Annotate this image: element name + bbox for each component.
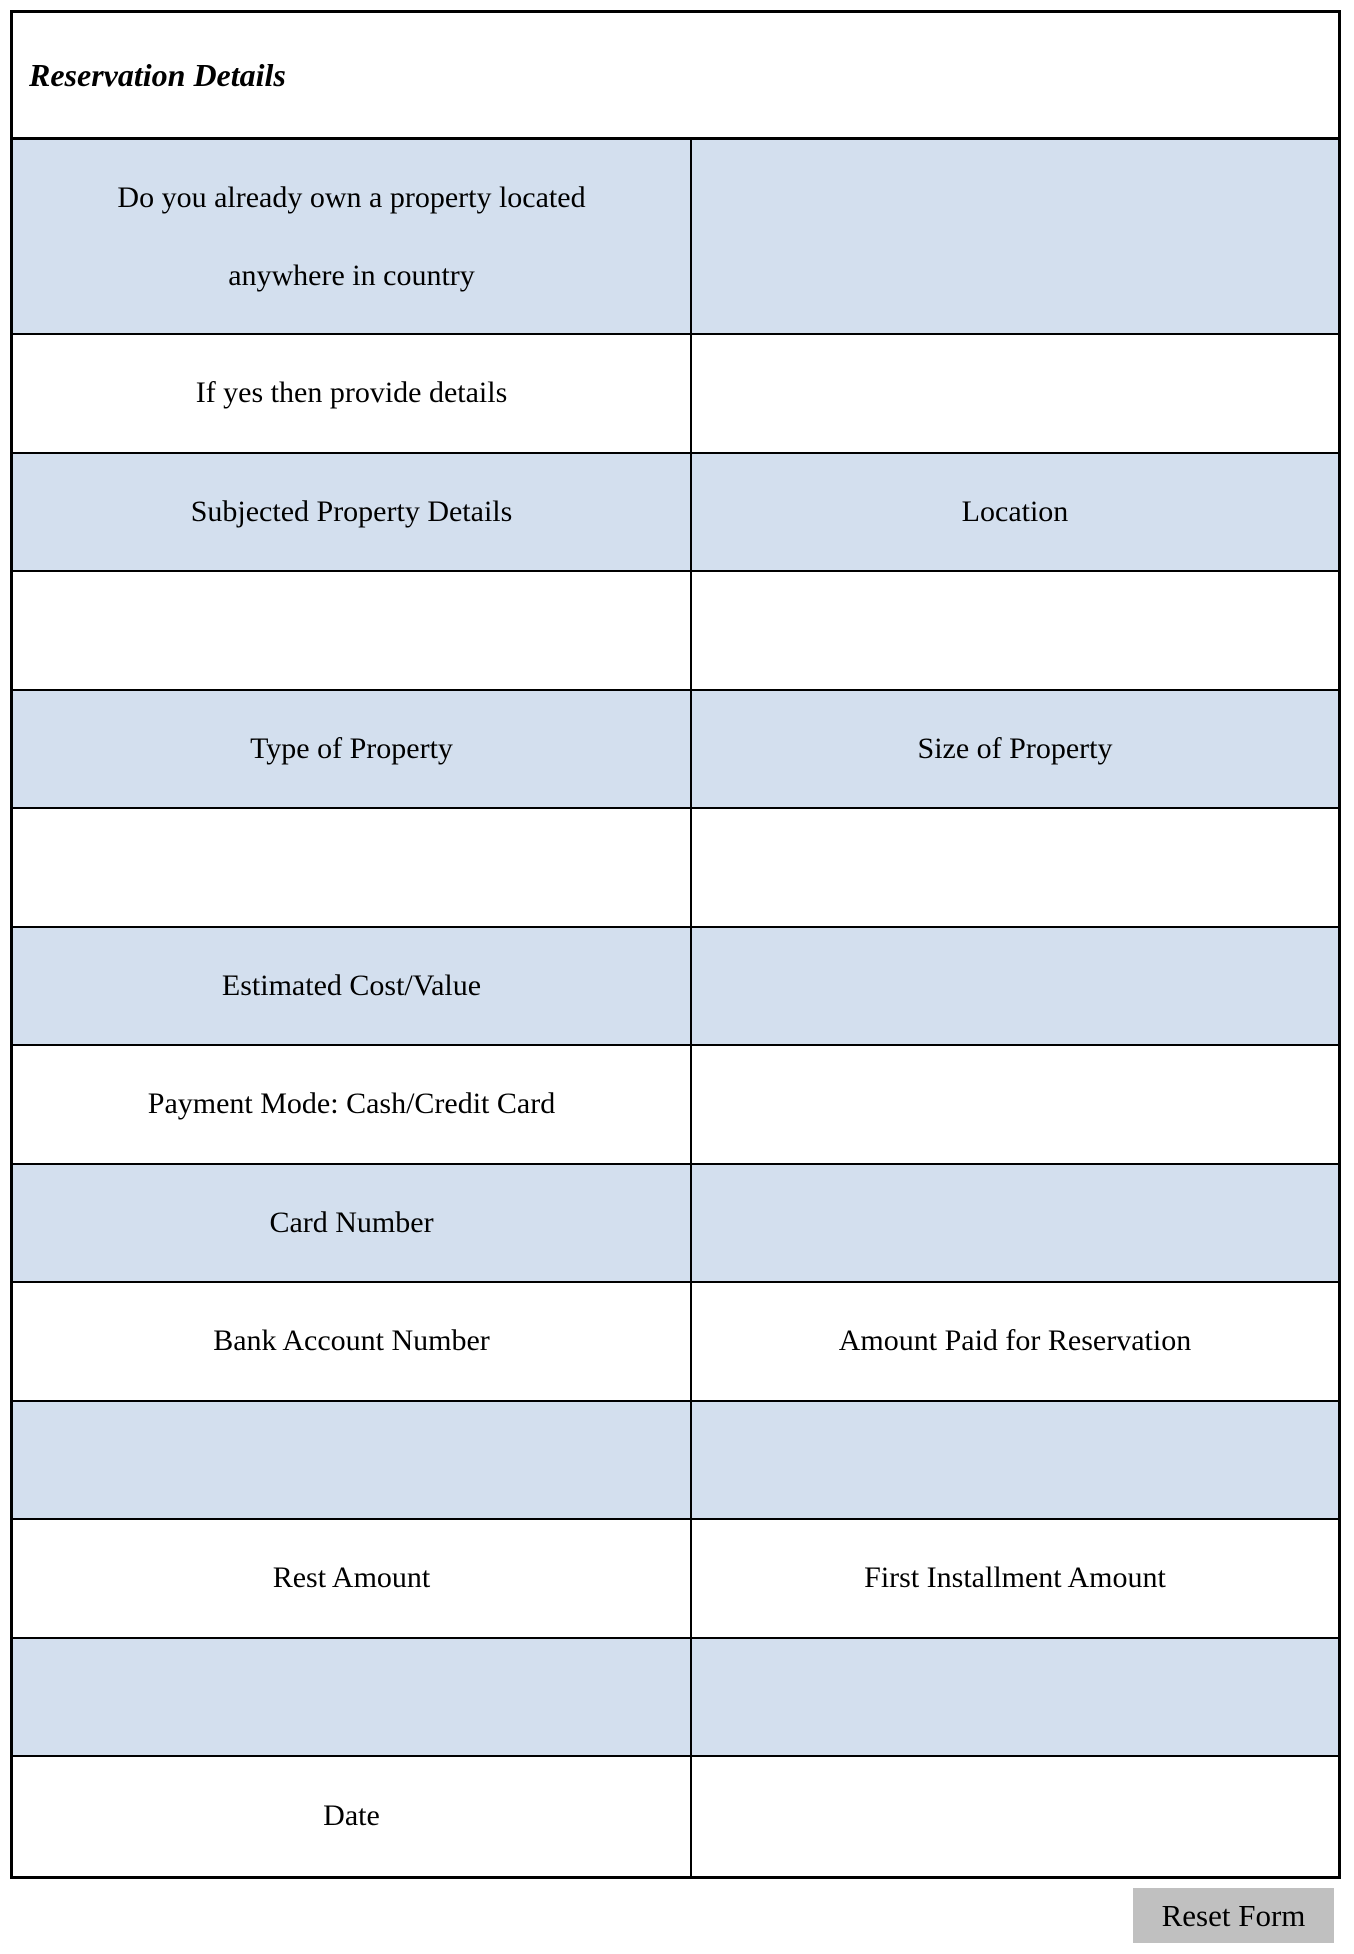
input-cell[interactable] <box>13 1639 690 1756</box>
field-label: Subjected Property Details <box>190 494 513 528</box>
input-cell[interactable] <box>690 1757 1338 1876</box>
field-label: Type of Property <box>250 731 453 765</box>
field-label: Estimated Cost/Value <box>221 968 482 1002</box>
input-cell[interactable] <box>690 335 1338 452</box>
form-row <box>13 1401 1338 1520</box>
field-label: Payment Mode: Cash/Credit Card <box>147 1087 556 1121</box>
field-label: First Installment Amount <box>690 1520 1338 1637</box>
input-cell[interactable] <box>13 1402 690 1519</box>
input-cell[interactable] <box>690 1164 1338 1281</box>
input-cell[interactable] <box>690 1401 1338 1518</box>
field-label: Amount Paid for Reservation <box>690 1283 1338 1400</box>
form-row: Bank Account Number Amount Paid for Reser… <box>13 1283 1338 1402</box>
field-label: Card Number <box>269 1205 434 1239</box>
input-cell[interactable] <box>690 572 1338 689</box>
field-label: Date <box>323 1799 380 1833</box>
reset-form-button[interactable]: Reset Form <box>1133 1888 1334 1943</box>
field-label: If yes then provide details <box>195 376 508 410</box>
input-cell[interactable] <box>690 809 1338 926</box>
form-title: Reservation Details <box>13 13 1338 140</box>
form-row <box>13 572 1338 691</box>
form-row: Do you already own a property located an… <box>13 140 1338 335</box>
form-rows: Do you already own a property located an… <box>13 140 1338 1876</box>
reservation-form: Reservation Details Do you already own a… <box>10 10 1341 1879</box>
form-row <box>13 809 1338 928</box>
input-cell[interactable] <box>13 572 690 689</box>
form-row <box>13 1638 1338 1757</box>
input-cell[interactable] <box>690 140 1338 333</box>
form-row: Rest Amount First Installment Amount <box>13 1520 1338 1639</box>
field-label: Bank Account Number <box>213 1324 490 1358</box>
form-row: If yes then provide details <box>13 335 1338 454</box>
field-label: Size of Property <box>690 690 1338 807</box>
form-row: Subjected Property Details Location <box>13 453 1338 572</box>
field-label: Do you already own a property located an… <box>117 180 586 292</box>
field-label: Rest Amount <box>272 1561 431 1595</box>
form-row: Card Number <box>13 1164 1338 1283</box>
form-row: Estimated Cost/Value <box>13 927 1338 1046</box>
form-row: Type of Property Size of Property <box>13 690 1338 809</box>
input-cell[interactable] <box>13 809 690 926</box>
field-label: Location <box>690 453 1338 570</box>
input-cell[interactable] <box>690 1638 1338 1755</box>
input-cell[interactable] <box>690 1046 1338 1163</box>
form-row: Payment Mode: Cash/Credit Card <box>13 1046 1338 1165</box>
input-cell[interactable] <box>690 927 1338 1044</box>
form-row: Date <box>13 1757 1338 1876</box>
